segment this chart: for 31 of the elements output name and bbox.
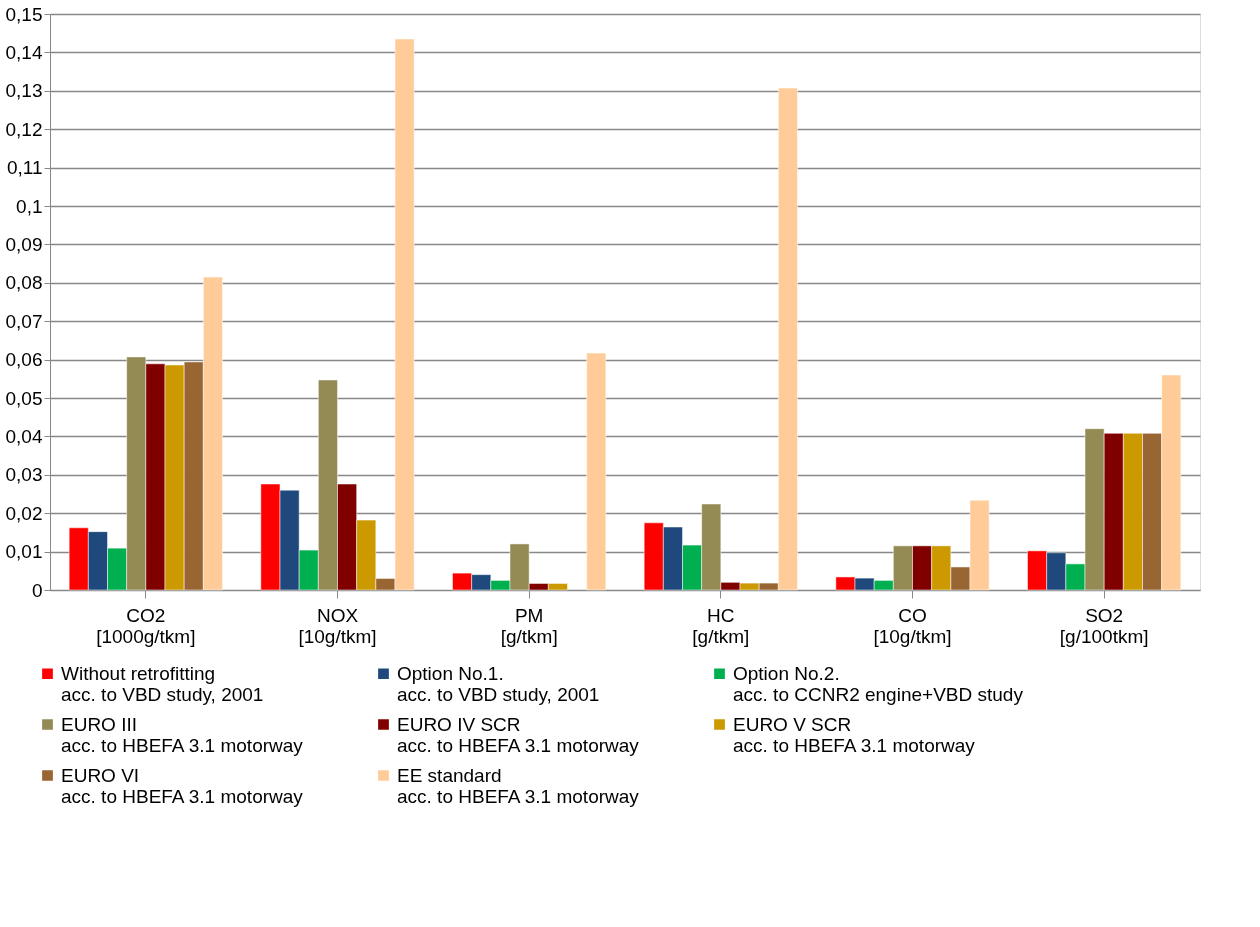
x-tick-label: PM [g/tkm] — [500, 604, 558, 647]
x-tick-label: CO [10g/tkm] — [873, 604, 952, 647]
y-tick-label: 0,09 — [5, 233, 43, 255]
y-tick-label: 0,01 — [5, 541, 43, 563]
y-tick-label: 0,04 — [5, 425, 43, 447]
legend-label: Option No.2. acc. to CCNR2 engine+VBD study — [733, 662, 1024, 705]
legend-label: EE standard acc. to HBEFA 3.1 motorway — [397, 764, 640, 807]
x-tick-label: SO2 [g/100tkm] — [1059, 604, 1149, 647]
y-tick-label: 0,02 — [5, 502, 43, 524]
legend-label: EURO III acc. to HBEFA 3.1 motorway — [61, 713, 304, 756]
y-tick-label: 0,11 — [6, 157, 43, 179]
y-tick-label: 0,14 — [5, 41, 43, 63]
y-tick-label: 0,08 — [5, 272, 43, 294]
legend-label: EURO VI acc. to HBEFA 3.1 motorway — [61, 764, 304, 807]
y-tick-label: 0,05 — [5, 387, 43, 409]
y-tick-label: 0 — [31, 579, 43, 601]
x-tick-label: HC [g/tkm] — [692, 604, 750, 647]
y-tick-label: 0,12 — [5, 118, 43, 140]
y-tick-label: 0,07 — [5, 310, 43, 332]
y-tick-label: 0,03 — [5, 464, 43, 486]
y-tick-label: 0,13 — [5, 80, 43, 102]
legend-label: Without retrofitting acc. to VBD study, 2001 — [61, 662, 264, 705]
x-tick-label: CO2 [1000g/tkm] — [96, 604, 196, 647]
legend-label: EURO V SCR acc. to HBEFA 3.1 motorway — [733, 713, 976, 756]
bar — [586, 352, 607, 591]
legend-label: EURO IV SCR acc. to HBEFA 3.1 motorway — [397, 713, 640, 756]
y-tick-label: 0,06 — [5, 349, 43, 371]
y-tick-label: 0,15 — [5, 3, 43, 25]
x-tick-label: NOX [10g/tkm] — [298, 604, 377, 647]
y-tick-label: 0,1 — [16, 195, 43, 217]
legend-label: Option No.1. acc. to VBD study, 2001 — [397, 662, 600, 705]
